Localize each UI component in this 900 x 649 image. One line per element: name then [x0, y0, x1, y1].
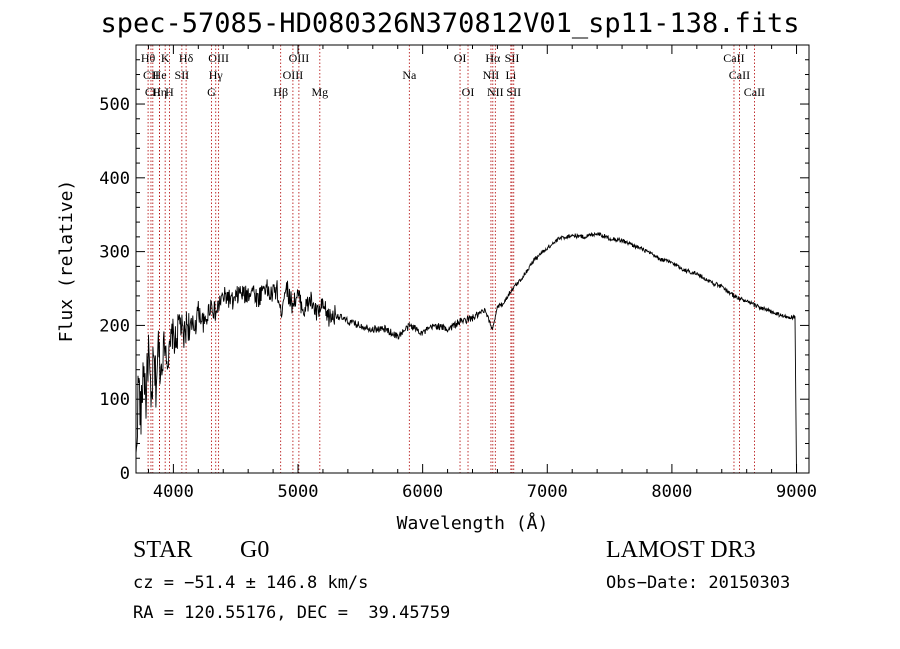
x-tick-label: 6000 — [402, 482, 443, 502]
spectral-line-label: Hα — [485, 51, 501, 65]
spectral-line-label: Na — [402, 68, 417, 82]
spectral-line-label: SII — [505, 51, 520, 65]
x-tick-label: 4000 — [153, 482, 194, 502]
plot-frame — [135, 44, 810, 474]
spectral-line-label: CII — [143, 68, 159, 82]
spectral-line-label: OIII — [208, 51, 229, 65]
chart-title: spec-57085-HD080326N370812V01_sp11-138.f… — [100, 8, 800, 39]
flux-spectrum-line — [135, 231, 797, 474]
spectral-line-label: OIII — [283, 68, 304, 82]
y-tick-label: 100 — [99, 390, 130, 410]
x-tick-label: 7000 — [527, 482, 568, 502]
spectral-line-label: OI — [462, 85, 475, 99]
spectral-line-label: OIII — [289, 51, 310, 65]
spectral-line-label: Hθ — [141, 51, 156, 65]
spectral-line-label: SII — [506, 85, 521, 99]
spectral-line-label: Hβ — [273, 85, 288, 99]
redshift-velocity: cz = −51.4 ± 146.8 km/s — [133, 573, 369, 593]
spectral-line-label: Li — [506, 68, 517, 82]
spectral-line-label: H — [165, 85, 174, 99]
y-tick-label: 200 — [99, 316, 130, 336]
y-axis-label: Flux (relative) — [56, 180, 77, 343]
x-tick-label: 5000 — [278, 482, 319, 502]
y-tick-label: 300 — [99, 243, 130, 263]
x-axis-label: Wavelength (Å) — [397, 512, 549, 534]
spectral-line-label: Hη — [152, 85, 167, 99]
x-tick-label: 8000 — [651, 482, 692, 502]
spectral-line-label: NII — [483, 68, 500, 82]
spectral-line-label: CII — [145, 85, 161, 99]
spectral-line-label: SII — [175, 68, 190, 82]
y-tick-label: 500 — [99, 95, 130, 115]
x-tick-label: 9000 — [776, 482, 817, 502]
spectral-line-label: OI — [454, 51, 467, 65]
spectral-line-label: He — [153, 68, 167, 82]
y-tick-label: 0 — [120, 464, 130, 484]
spectral-line-label: CaII — [729, 68, 750, 82]
spectral-line-label: NII — [487, 85, 504, 99]
ra-dec-coordinates: RA = 120.55176, DEC = 39.45759 — [133, 603, 451, 623]
spectral-line-label: CaII — [723, 51, 744, 65]
survey-name: LAMOST DR3 — [606, 537, 756, 563]
spectral-line-label: Hδ — [179, 51, 194, 65]
plot-area — [135, 231, 797, 474]
spectral-line-label: G — [207, 85, 216, 99]
axes: 4000 5000 6000 7000 8000 9000 0 100 200 300 400 500… — [56, 44, 817, 534]
spectral-line-label: Mg — [311, 85, 328, 99]
y-tick-label: 400 — [99, 169, 130, 189]
object-class: STAR — [133, 537, 193, 563]
observation-date: Obs−Date: 20150303 — [606, 573, 791, 593]
spectral-line-label: CaII — [744, 85, 765, 99]
object-subclass: G0 — [240, 537, 270, 563]
spectral-line-label: K — [161, 51, 170, 65]
spectral-line-label: Hγ — [209, 68, 224, 82]
